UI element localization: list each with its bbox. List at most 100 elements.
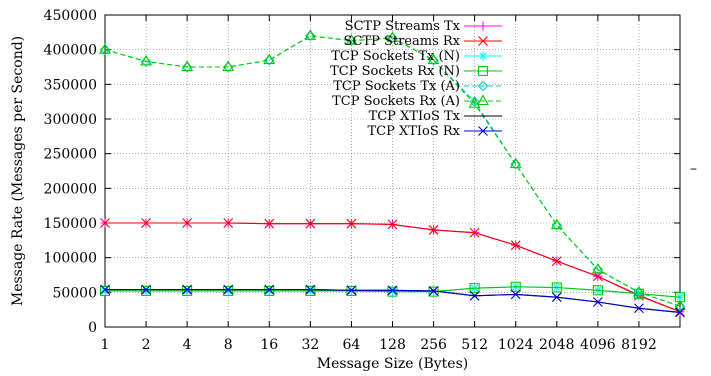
legend-item: TCP Sockets Rx (A) (332, 94, 502, 109)
data-point (428, 225, 439, 235)
data-point (182, 218, 193, 228)
data-point (633, 288, 644, 299)
data-point (550, 218, 563, 230)
data-point (633, 287, 645, 298)
series-line (104, 35, 681, 307)
data-point (387, 219, 398, 230)
data-point (140, 56, 152, 67)
data-point (510, 158, 521, 170)
data-point (264, 218, 275, 229)
data-point (223, 285, 234, 296)
legend-label: TCP Sockets Tx (N) (331, 49, 460, 64)
x-tick-label: 512 (461, 337, 488, 353)
data-point (181, 61, 193, 73)
data-point (592, 264, 604, 275)
data-point (675, 307, 685, 318)
grid (105, 15, 680, 327)
data-point (222, 61, 234, 73)
data-point (346, 285, 357, 296)
data-point (510, 281, 521, 292)
y-tick-label: 350000 (44, 77, 97, 93)
y-tick-label: 150000 (44, 216, 97, 232)
data-point (592, 285, 603, 296)
x-tick-label: 128 (379, 337, 406, 353)
data-point (509, 157, 522, 169)
x-tick-label: 1 (101, 337, 110, 353)
legend-marker (478, 36, 488, 46)
data-point (346, 218, 357, 229)
data-point (264, 285, 275, 296)
data-point (469, 283, 480, 294)
x-tick-label: 256 (420, 337, 447, 353)
x-tick-label: 64 (343, 337, 361, 353)
data-point (674, 299, 686, 311)
legend-item: TCP Sockets Rx (N) (330, 64, 502, 79)
data-point (634, 303, 644, 314)
legend-marker (477, 80, 489, 92)
data-point (469, 227, 480, 238)
x-tick-label: 2 (142, 337, 151, 353)
legend-label: TCP XTIoS Tx (369, 109, 461, 124)
x-tick-label: 4096 (580, 337, 616, 353)
data-point (427, 53, 440, 65)
data-point (305, 218, 316, 229)
legend-item: TCP XTIoS Tx (369, 109, 502, 124)
data-point (387, 285, 398, 296)
y-tick-label: 250000 (44, 147, 97, 163)
data-point (346, 35, 357, 46)
data-point (264, 284, 275, 295)
data-point (141, 285, 152, 296)
data-point (141, 218, 151, 228)
legend-label: SCTP Streams Tx (345, 19, 461, 34)
x-axis-title: Message Size (Bytes) (317, 356, 468, 372)
legend-marker (477, 94, 489, 106)
legend-marker (478, 21, 488, 31)
data-point (551, 282, 562, 293)
data-point (263, 53, 276, 65)
data-point (510, 240, 521, 251)
x-tick-label: 32 (301, 337, 319, 353)
data-point (99, 285, 111, 296)
series-1 (100, 218, 685, 317)
legend-item: TCP XTIoS Rx (367, 124, 502, 139)
data-point (346, 285, 357, 296)
y-tick-label: 0 (88, 320, 97, 336)
legend-label: SCTP Streams Rx (344, 34, 461, 49)
series-5 (99, 29, 686, 311)
y-tick-label: 50000 (52, 285, 97, 301)
data-point (510, 289, 521, 300)
data-point (223, 284, 234, 295)
data-point (140, 54, 153, 66)
data-point (99, 43, 111, 54)
data-point (632, 285, 645, 297)
data-point (305, 284, 316, 295)
legend-item: TCP Sockets Tx (N) (331, 49, 502, 64)
legend-label: TCP XTIoS Rx (367, 124, 460, 139)
data-point (428, 286, 439, 296)
legend-label: TCP Sockets Rx (A) (332, 94, 460, 109)
series-layer (99, 29, 686, 318)
y-tick-label: 450000 (44, 8, 97, 24)
y-tick-label: 100000 (44, 251, 97, 267)
legend-marker (478, 126, 488, 136)
x-tick-label: 2048 (539, 337, 575, 353)
axis-ticks: 0 50000 100000 150000 200000 250000 300000 3500… (44, 8, 680, 353)
data-point (469, 96, 480, 107)
x-tick-label: 4 (183, 337, 192, 353)
data-point (222, 60, 235, 72)
data-point (592, 297, 603, 307)
legend-marker (478, 51, 488, 61)
data-point (304, 29, 317, 40)
x-tick-label: 8 (224, 337, 233, 353)
data-point (551, 292, 562, 303)
data-point (591, 262, 604, 274)
data-point (387, 32, 398, 44)
data-point (100, 218, 110, 228)
data-point (305, 30, 316, 42)
data-point (100, 284, 110, 295)
legend-label: TCP Sockets Tx (A) (333, 79, 460, 94)
data-point (551, 219, 563, 231)
data-point (182, 285, 193, 296)
stray-mark: – (690, 161, 697, 177)
